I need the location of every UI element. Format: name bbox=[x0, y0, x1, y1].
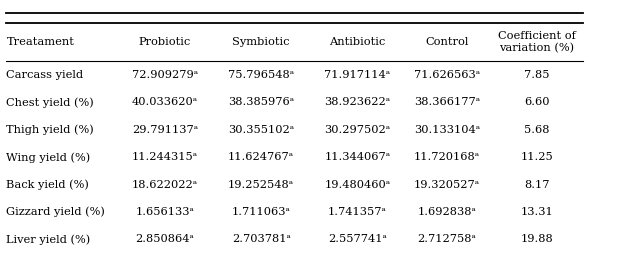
Text: 7.85: 7.85 bbox=[524, 70, 549, 80]
Text: 19.320527ᵃ: 19.320527ᵃ bbox=[414, 180, 480, 190]
Text: 13.31: 13.31 bbox=[520, 207, 553, 217]
Text: 19.480460ᵃ: 19.480460ᵃ bbox=[324, 180, 390, 190]
Text: Antibiotic: Antibiotic bbox=[329, 37, 385, 48]
Text: 30.355102ᵃ: 30.355102ᵃ bbox=[228, 125, 294, 135]
Text: 11.25: 11.25 bbox=[520, 152, 553, 162]
Text: 30.133104ᵃ: 30.133104ᵃ bbox=[414, 125, 480, 135]
Text: 38.385976ᵃ: 38.385976ᵃ bbox=[228, 97, 294, 108]
Text: Back yield (%): Back yield (%) bbox=[6, 179, 89, 190]
Text: Control: Control bbox=[426, 37, 469, 48]
Text: 1.656133ᵃ: 1.656133ᵃ bbox=[136, 207, 194, 217]
Text: 30.297502ᵃ: 30.297502ᵃ bbox=[324, 125, 390, 135]
Text: 5.68: 5.68 bbox=[524, 125, 549, 135]
Text: 75.796548ᵃ: 75.796548ᵃ bbox=[228, 70, 294, 80]
Text: Carcass yield: Carcass yield bbox=[6, 70, 83, 80]
Text: Liver yield (%): Liver yield (%) bbox=[6, 234, 90, 245]
Text: Treatament: Treatament bbox=[6, 37, 74, 48]
Text: 19.252548ᵃ: 19.252548ᵃ bbox=[228, 180, 294, 190]
Text: 71.917114ᵃ: 71.917114ᵃ bbox=[324, 70, 390, 80]
Text: 38.923622ᵃ: 38.923622ᵃ bbox=[324, 97, 390, 108]
Text: 11.624767ᵃ: 11.624767ᵃ bbox=[228, 152, 294, 162]
Text: Chest yield (%): Chest yield (%) bbox=[6, 97, 94, 108]
Text: Wing yield (%): Wing yield (%) bbox=[6, 152, 90, 163]
Text: 11.344067ᵃ: 11.344067ᵃ bbox=[324, 152, 390, 162]
Text: Gizzard yield (%): Gizzard yield (%) bbox=[6, 207, 105, 217]
Text: 6.60: 6.60 bbox=[524, 97, 549, 108]
Text: 38.366177ᵃ: 38.366177ᵃ bbox=[414, 97, 480, 108]
Text: 29.791137ᵃ: 29.791137ᵃ bbox=[132, 125, 198, 135]
Text: 11.720168ᵃ: 11.720168ᵃ bbox=[414, 152, 480, 162]
Text: Coefficient of
variation (%): Coefficient of variation (%) bbox=[498, 31, 576, 54]
Text: 2.703781ᵃ: 2.703781ᵃ bbox=[232, 234, 290, 245]
Text: 1.692838ᵃ: 1.692838ᵃ bbox=[418, 207, 476, 217]
Text: Symbiotic: Symbiotic bbox=[233, 37, 290, 48]
Text: 71.626563ᵃ: 71.626563ᵃ bbox=[414, 70, 480, 80]
Text: Probiotic: Probiotic bbox=[139, 37, 191, 48]
Text: 40.033620ᵃ: 40.033620ᵃ bbox=[132, 97, 198, 108]
Text: Thigh yield (%): Thigh yield (%) bbox=[6, 124, 94, 135]
Text: 2.712758ᵃ: 2.712758ᵃ bbox=[418, 234, 476, 245]
Text: 1.741357ᵃ: 1.741357ᵃ bbox=[328, 207, 387, 217]
Text: 72.909279ᵃ: 72.909279ᵃ bbox=[132, 70, 198, 80]
Text: 1.711063ᵃ: 1.711063ᵃ bbox=[232, 207, 290, 217]
Text: 2.850864ᵃ: 2.850864ᵃ bbox=[136, 234, 194, 245]
Text: 19.88: 19.88 bbox=[520, 234, 553, 245]
Text: 11.244315ᵃ: 11.244315ᵃ bbox=[132, 152, 198, 162]
Text: 2.557741ᵃ: 2.557741ᵃ bbox=[328, 234, 387, 245]
Text: 8.17: 8.17 bbox=[524, 180, 549, 190]
Text: 18.622022ᵃ: 18.622022ᵃ bbox=[132, 180, 198, 190]
